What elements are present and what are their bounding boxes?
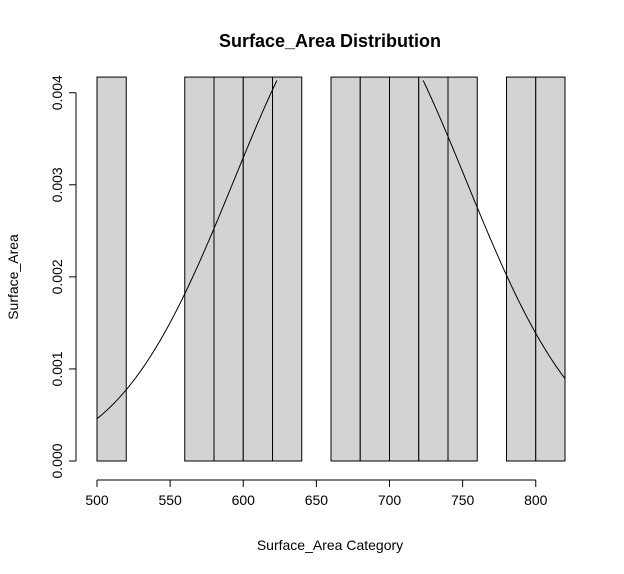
x-tick-label: 700 [378,492,402,508]
axes-group: 500 550 600 650 700 750 800 0.000 0.001 0.002 0.00… [49,75,548,508]
histogram-bar [535,76,566,462]
histogram-bar [213,76,244,462]
histogram-bar [330,76,361,462]
histogram-bar [184,76,215,462]
y-tick-label: 0.000 [49,443,65,478]
x-tick-label: 750 [451,492,475,508]
histogram-bar [389,76,420,462]
x-tick-label: 500 [85,492,109,508]
x-tick-label: 600 [232,492,256,508]
density-curve [96,80,566,420]
x-tick-label: 800 [524,492,548,508]
histogram-bar [447,76,478,462]
x-tick-label: 550 [158,492,182,508]
x-tick-label: 650 [305,492,329,508]
y-axis-label: Surface_Area [5,234,21,320]
y-tick-label: 0.001 [49,351,65,386]
chart-title: Surface_Area Distribution [219,31,441,51]
x-axis-label: Surface_Area Category [257,537,403,553]
bars-group [96,76,566,462]
histogram-bar [96,76,127,462]
histogram-bar [242,76,273,462]
histogram-bar [359,76,390,462]
y-tick-label: 0.003 [49,167,65,202]
histogram-bar [506,76,537,462]
y-tick-label: 0.004 [49,75,65,110]
y-tick-label: 0.002 [49,259,65,294]
histogram-bar [272,76,303,462]
histogram-bar [418,76,449,462]
